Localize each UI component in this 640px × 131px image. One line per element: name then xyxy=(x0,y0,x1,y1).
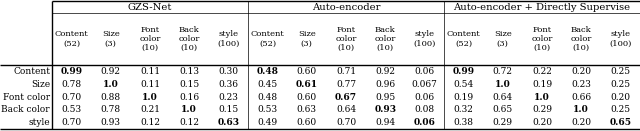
Text: Auto-encoder: Auto-encoder xyxy=(312,2,380,12)
Text: 0.93: 0.93 xyxy=(374,105,396,114)
Text: 0.20: 0.20 xyxy=(611,92,630,102)
Text: 0.95: 0.95 xyxy=(375,92,396,102)
Text: 1.0: 1.0 xyxy=(573,105,589,114)
Text: 0.54: 0.54 xyxy=(454,80,474,89)
Text: 0.94: 0.94 xyxy=(375,118,396,127)
Text: 0.22: 0.22 xyxy=(532,67,552,76)
Text: 0.78: 0.78 xyxy=(61,80,82,89)
Text: 0.11: 0.11 xyxy=(140,80,160,89)
Text: 0.29: 0.29 xyxy=(532,105,552,114)
Text: 0.63: 0.63 xyxy=(218,118,239,127)
Text: 0.53: 0.53 xyxy=(61,105,82,114)
Text: 0.15: 0.15 xyxy=(218,105,239,114)
Text: 0.92: 0.92 xyxy=(375,67,396,76)
Text: GZS-Net: GZS-Net xyxy=(128,2,172,12)
Text: 0.32: 0.32 xyxy=(454,105,474,114)
Text: 0.77: 0.77 xyxy=(336,80,356,89)
Text: 0.16: 0.16 xyxy=(179,92,199,102)
Text: 0.06: 0.06 xyxy=(414,67,435,76)
Text: 0.38: 0.38 xyxy=(454,118,474,127)
Text: 1.0: 1.0 xyxy=(103,80,118,89)
Text: 0.45: 0.45 xyxy=(257,80,278,89)
Text: 0.23: 0.23 xyxy=(572,80,591,89)
Text: 0.60: 0.60 xyxy=(297,92,317,102)
Text: Back
color
(10): Back color (10) xyxy=(570,26,592,52)
Text: 0.20: 0.20 xyxy=(572,67,591,76)
Text: 0.60: 0.60 xyxy=(297,118,317,127)
Text: 0.48: 0.48 xyxy=(257,92,278,102)
Text: 0.12: 0.12 xyxy=(140,118,160,127)
Text: 0.67: 0.67 xyxy=(335,92,357,102)
Text: 0.21: 0.21 xyxy=(140,105,160,114)
Text: Auto-encoder + Directly Supervise: Auto-encoder + Directly Supervise xyxy=(453,2,630,12)
Text: 0.70: 0.70 xyxy=(61,118,82,127)
Text: Content: Content xyxy=(13,67,50,76)
Text: 0.49: 0.49 xyxy=(257,118,278,127)
Text: 0.48: 0.48 xyxy=(257,67,278,76)
Text: style
(100): style (100) xyxy=(217,30,239,48)
Text: 0.66: 0.66 xyxy=(571,92,591,102)
Text: 0.29: 0.29 xyxy=(493,118,513,127)
Text: 0.88: 0.88 xyxy=(100,92,121,102)
Text: 0.15: 0.15 xyxy=(179,80,199,89)
Text: Size
(3): Size (3) xyxy=(102,30,120,48)
Text: Content
(52): Content (52) xyxy=(447,30,481,48)
Text: 0.30: 0.30 xyxy=(218,67,239,76)
Text: 0.25: 0.25 xyxy=(611,105,630,114)
Text: 0.20: 0.20 xyxy=(572,118,591,127)
Text: Size: Size xyxy=(31,80,50,89)
Text: 0.23: 0.23 xyxy=(218,92,238,102)
Text: 0.11: 0.11 xyxy=(140,67,160,76)
Text: 0.99: 0.99 xyxy=(452,67,475,76)
Text: 1.0: 1.0 xyxy=(142,92,158,102)
Text: 0.36: 0.36 xyxy=(218,80,239,89)
Text: 1.0: 1.0 xyxy=(181,105,197,114)
Text: 0.20: 0.20 xyxy=(532,118,552,127)
Text: 0.12: 0.12 xyxy=(179,118,199,127)
Text: Font
color
(10): Font color (10) xyxy=(140,26,161,52)
Text: style: style xyxy=(28,118,50,127)
Text: 0.99: 0.99 xyxy=(61,67,83,76)
Text: 0.93: 0.93 xyxy=(101,118,121,127)
Text: Back
color
(10): Back color (10) xyxy=(374,26,396,52)
Text: 0.64: 0.64 xyxy=(336,105,356,114)
Text: Font
color
(10): Font color (10) xyxy=(335,26,356,52)
Text: 1.0: 1.0 xyxy=(495,80,511,89)
Text: 0.61: 0.61 xyxy=(296,80,318,89)
Text: style
(100): style (100) xyxy=(413,30,436,48)
Text: Content
(52): Content (52) xyxy=(251,30,284,48)
Text: 0.19: 0.19 xyxy=(532,80,552,89)
Text: 0.64: 0.64 xyxy=(493,92,513,102)
Text: 0.92: 0.92 xyxy=(101,67,121,76)
Text: 0.65: 0.65 xyxy=(609,118,632,127)
Text: 0.72: 0.72 xyxy=(493,67,513,76)
Text: Back color: Back color xyxy=(1,105,50,114)
Text: Back
color
(10): Back color (10) xyxy=(179,26,200,52)
Text: 0.78: 0.78 xyxy=(100,105,121,114)
Text: 0.63: 0.63 xyxy=(297,105,317,114)
Text: 0.06: 0.06 xyxy=(413,118,435,127)
Text: 0.70: 0.70 xyxy=(336,118,356,127)
Text: 1.0: 1.0 xyxy=(534,92,550,102)
Text: 0.06: 0.06 xyxy=(414,92,435,102)
Text: 0.65: 0.65 xyxy=(493,105,513,114)
Text: 0.96: 0.96 xyxy=(375,80,396,89)
Text: 0.19: 0.19 xyxy=(454,92,474,102)
Text: Size
(3): Size (3) xyxy=(298,30,316,48)
Text: 0.70: 0.70 xyxy=(61,92,82,102)
Text: 0.13: 0.13 xyxy=(179,67,199,76)
Text: Font
color
(10): Font color (10) xyxy=(531,26,553,52)
Text: 0.25: 0.25 xyxy=(611,80,630,89)
Text: Font color: Font color xyxy=(3,92,50,102)
Text: 0.53: 0.53 xyxy=(257,105,278,114)
Text: style
(100): style (100) xyxy=(609,30,632,48)
Text: Size
(3): Size (3) xyxy=(494,30,511,48)
Text: 0.08: 0.08 xyxy=(414,105,435,114)
Text: 0.71: 0.71 xyxy=(336,67,356,76)
Text: Content
(52): Content (52) xyxy=(55,30,88,48)
Text: 0.60: 0.60 xyxy=(297,67,317,76)
Text: 0.067: 0.067 xyxy=(412,80,437,89)
Text: 0.25: 0.25 xyxy=(611,67,630,76)
